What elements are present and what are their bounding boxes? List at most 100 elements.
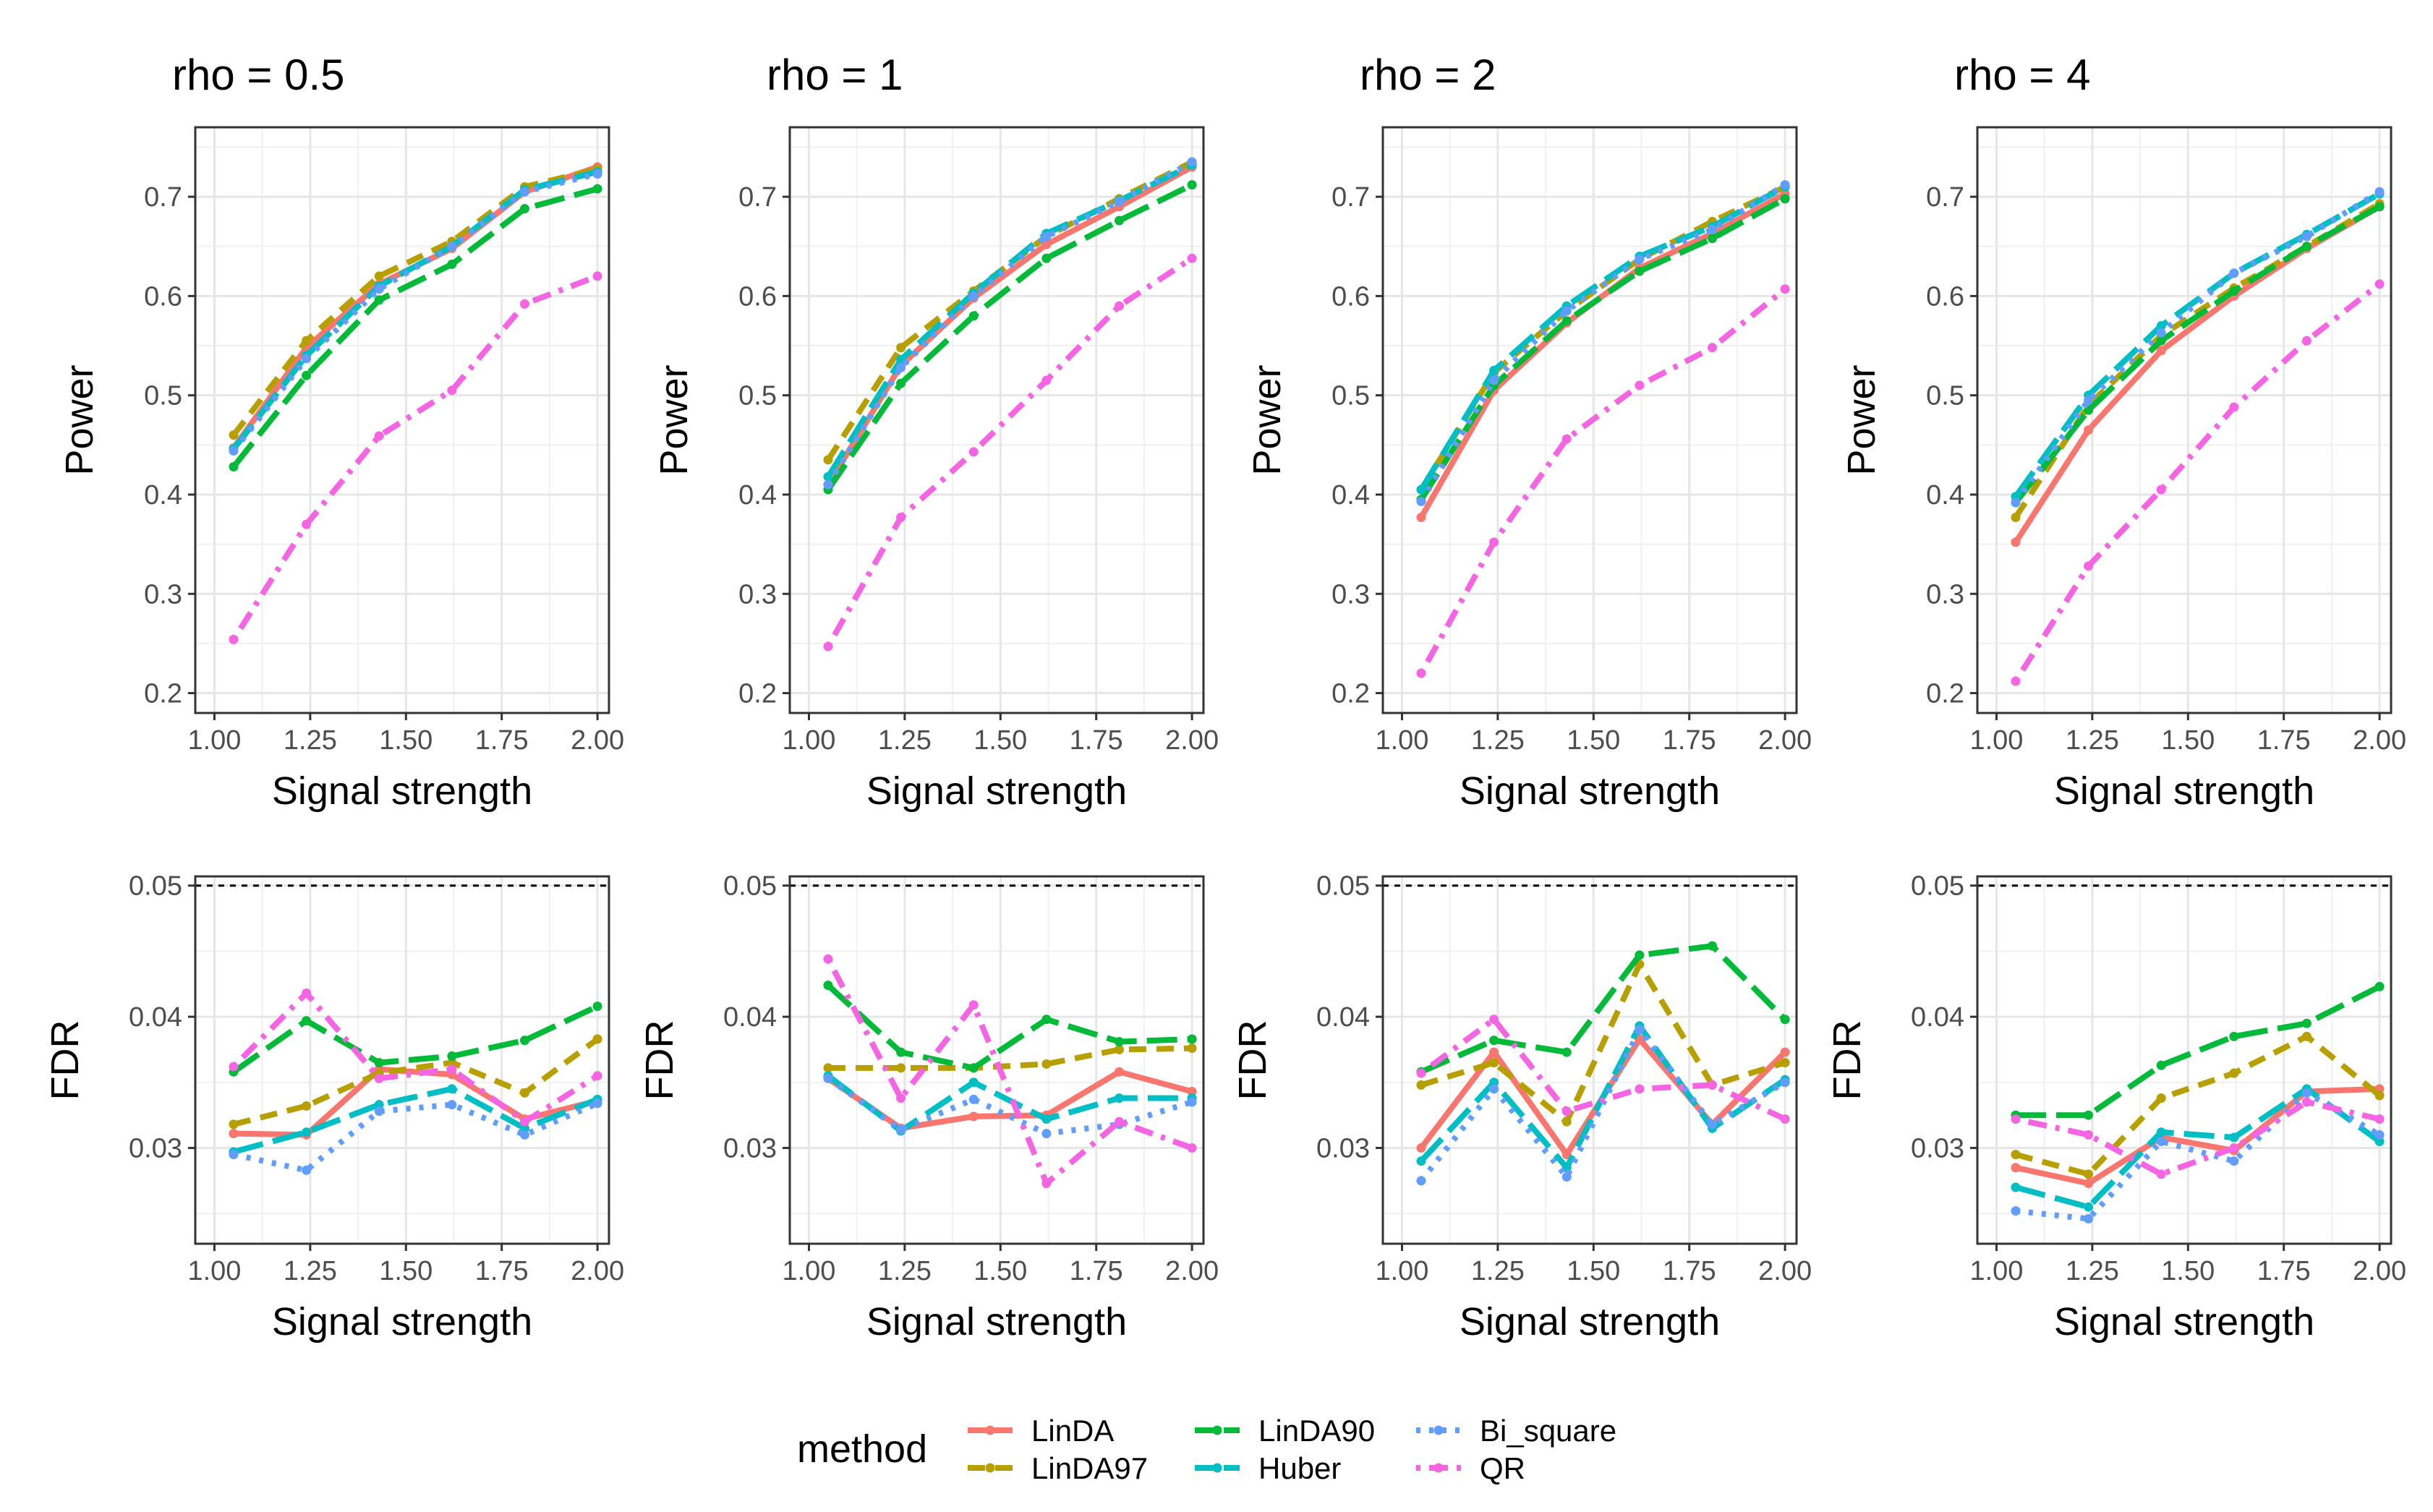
data-point-linda90	[302, 1016, 312, 1026]
data-point-linda97	[2011, 513, 2021, 523]
data-point-qr	[1707, 343, 1717, 353]
series-line-qr	[1418, 286, 1787, 675]
x-tick-label: 2.00	[571, 1256, 624, 1286]
series-line-linda97	[1420, 961, 1786, 1125]
legend-item-huber: Huber	[1195, 1451, 1341, 1485]
series-line-linda97	[1418, 184, 1786, 492]
x-tick-label: 1.50	[379, 1256, 433, 1286]
data-point-linda90	[1561, 1047, 1572, 1057]
series-line-linda	[826, 1069, 1193, 1132]
data-point-bi-square	[1041, 231, 1052, 242]
data-point-bi-square	[1187, 1097, 1197, 1107]
data-point-qr	[2301, 336, 2311, 346]
data-point-bi-square	[447, 1100, 457, 1110]
x-tick-label: 1.25	[878, 725, 932, 756]
y-axis-title: Power	[1245, 364, 1289, 475]
x-axis-title: Signal strength	[2054, 769, 2314, 813]
data-point-linda90	[896, 378, 906, 388]
y-axis-title: FDR	[1231, 1020, 1274, 1101]
x-tick-label: 1.50	[1567, 725, 1620, 756]
data-point-linda	[2084, 1179, 2094, 1189]
legend-item-qr: QR	[1416, 1451, 1525, 1485]
panel-border	[194, 875, 610, 1245]
data-point-qr	[229, 634, 239, 644]
data-point-qr	[2011, 1114, 2021, 1124]
y-axis-title: FDR	[43, 1020, 87, 1101]
legend-item-linda90: LinDA90	[1195, 1414, 1375, 1448]
y-tick-label: 0.05	[1911, 871, 1964, 902]
data-point-bi-square	[2229, 1156, 2239, 1166]
legend-label: LinDA90	[1258, 1414, 1375, 1448]
x-tick-label: 2.00	[1165, 1256, 1219, 1286]
data-point-qr	[1114, 301, 1124, 311]
data-point-qr	[229, 1062, 239, 1072]
series-line-bi-square	[231, 171, 599, 453]
data-point-linda90	[374, 1058, 384, 1068]
x-tick-label: 2.00	[571, 725, 624, 756]
series-line-linda90	[1418, 196, 1787, 501]
data-point-qr	[896, 513, 906, 523]
y-axis-title: Power	[1840, 364, 1883, 475]
x-axis-title: Signal strength	[272, 769, 532, 813]
data-point-bi-square	[229, 446, 239, 456]
data-point-qr	[1041, 1179, 1052, 1189]
y-tick-label: 0.3	[1926, 579, 1964, 610]
data-point-qr	[1416, 668, 1426, 678]
data-point-huber	[2156, 321, 2166, 331]
series-line-linda97	[828, 1045, 1193, 1071]
x-axis-title: Signal strength	[272, 1300, 532, 1344]
legend-item-linda97: LinDA97	[968, 1451, 1148, 1485]
x-tick-label: 1.25	[1471, 1256, 1525, 1286]
data-point-linda	[1114, 1067, 1124, 1077]
fdr-panel-4: 1.00 1.25 1.50 1.75 2.00 0.03 0.04 0.05 Signal s…	[1825, 871, 2406, 1344]
y-tick-label: 0.2	[1926, 679, 1964, 709]
data-point-qr	[592, 271, 602, 281]
y-tick-label: 0.03	[1911, 1134, 1964, 1164]
data-point-linda90	[1114, 1037, 1124, 1047]
data-point-bi-square	[592, 1098, 602, 1109]
data-point-linda97	[1416, 1080, 1426, 1090]
series-line-qr	[231, 990, 600, 1125]
series-line-qr	[2013, 281, 2382, 683]
data-point-linda90	[1187, 180, 1197, 190]
y-tick-label: 0.5	[1331, 381, 1370, 411]
data-point-qr	[1187, 1143, 1197, 1153]
data-point-bi-square	[1561, 1171, 1572, 1182]
y-tick-label: 0.04	[1911, 1002, 1964, 1033]
y-axis-title: FDR	[1825, 1020, 1869, 1101]
data-point-qr	[2374, 279, 2385, 289]
y-tick-label: 0.4	[1926, 480, 1964, 511]
data-point-linda90	[2374, 202, 2385, 212]
data-point-bi-square	[2084, 396, 2094, 406]
x-tick-label: 1.50	[2161, 725, 2215, 756]
data-point-bi-square	[519, 187, 529, 197]
data-point-bi-square	[2156, 1136, 2166, 1146]
x-tick-label: 1.00	[187, 725, 241, 756]
panel-border	[1976, 126, 2392, 714]
data-point-linda90	[823, 981, 833, 991]
panel-title: rho = 2	[1360, 51, 1496, 99]
data-point-linda90	[2156, 336, 2166, 346]
x-tick-label: 1.25	[284, 1256, 337, 1286]
data-point-huber	[447, 1084, 457, 1094]
series-line-qr	[825, 255, 1194, 648]
x-axis-title: Signal strength	[2054, 1300, 2314, 1344]
data-point-bi-square	[1489, 375, 1499, 385]
data-point-linda	[1780, 1047, 1790, 1057]
series-line-bi-square	[2015, 1090, 2382, 1222]
data-point-qr	[1041, 375, 1052, 385]
y-tick-label: 0.05	[723, 871, 777, 902]
data-point-linda97	[592, 1034, 602, 1044]
data-point-qr	[302, 519, 312, 529]
x-axis-title: Signal strength	[1460, 769, 1720, 813]
data-point-linda90	[519, 1035, 529, 1046]
legend-key-point	[985, 1463, 995, 1473]
data-point-linda90	[519, 204, 529, 214]
data-point-bi-square	[1416, 497, 1426, 507]
data-point-linda	[1489, 1047, 1499, 1057]
x-axis-title: Signal strength	[866, 1300, 1127, 1344]
data-point-qr	[1561, 434, 1572, 444]
data-point-linda90	[1635, 266, 1645, 276]
series-line-linda90	[2016, 983, 2381, 1119]
data-point-bi-square	[2011, 1206, 2021, 1216]
